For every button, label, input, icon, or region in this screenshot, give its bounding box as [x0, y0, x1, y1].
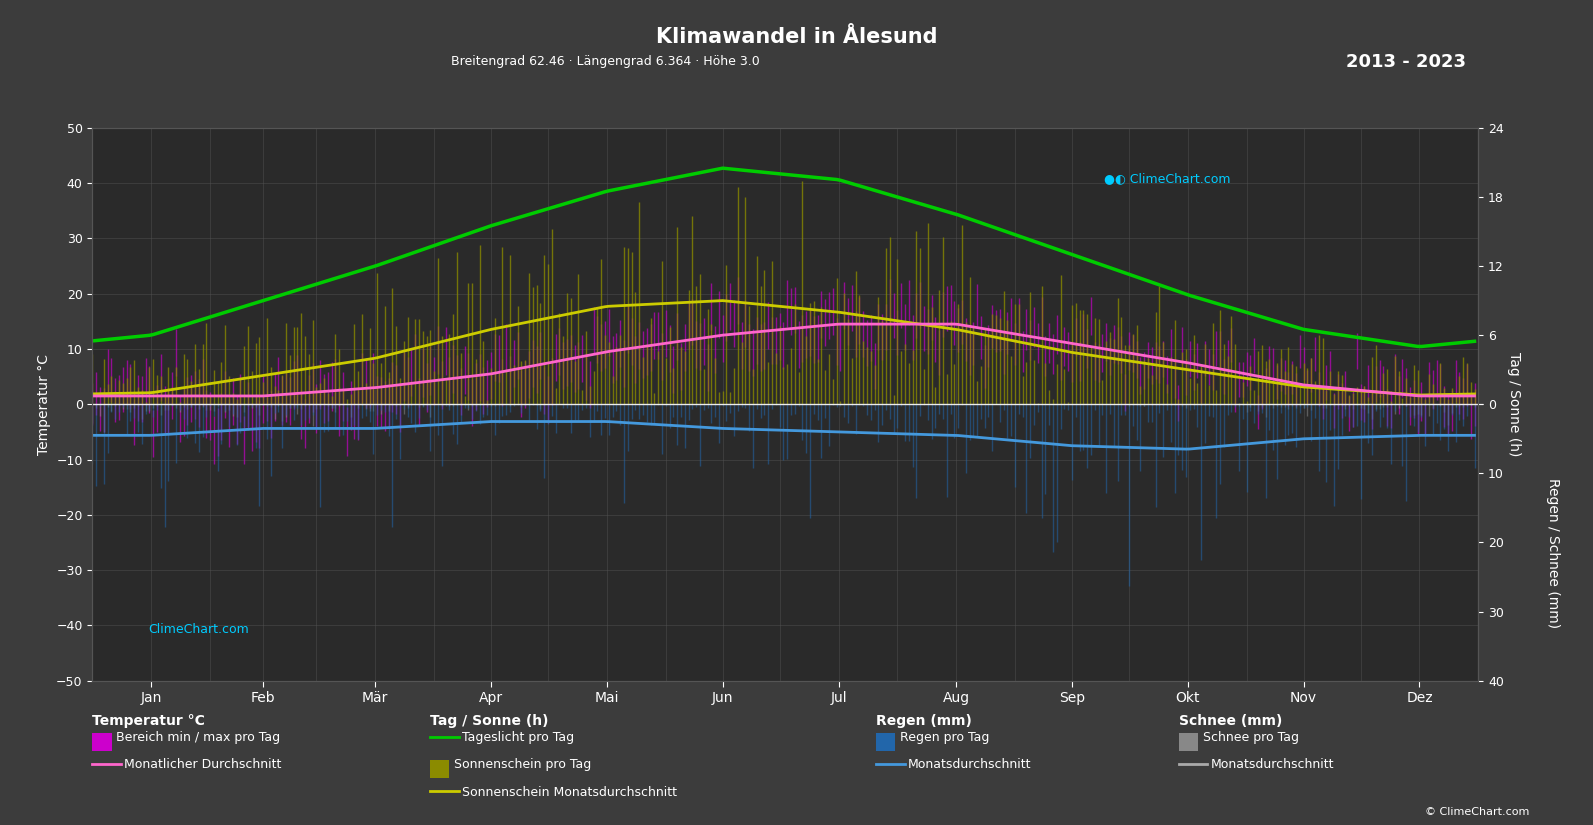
Y-axis label: Tag / Sonne (h): Tag / Sonne (h) [1507, 352, 1521, 456]
Text: Schnee pro Tag: Schnee pro Tag [1203, 731, 1298, 744]
Text: Bereich min / max pro Tag: Bereich min / max pro Tag [116, 731, 280, 744]
Text: Temperatur °C: Temperatur °C [92, 714, 205, 728]
Text: Regen pro Tag: Regen pro Tag [900, 731, 989, 744]
Text: Regen / Schnee (mm): Regen / Schnee (mm) [1547, 478, 1560, 628]
Text: Klimawandel in Ålesund: Klimawandel in Ålesund [656, 27, 937, 47]
Text: Regen (mm): Regen (mm) [876, 714, 972, 728]
Text: Monatsdurchschnitt: Monatsdurchschnitt [1211, 758, 1335, 771]
Text: 2013 - 2023: 2013 - 2023 [1346, 53, 1466, 71]
Text: © ClimeChart.com: © ClimeChart.com [1424, 807, 1529, 817]
Y-axis label: Temperatur °C: Temperatur °C [37, 354, 51, 455]
Text: ●◐ ClimeChart.com: ●◐ ClimeChart.com [1104, 172, 1231, 185]
Text: Tag / Sonne (h): Tag / Sonne (h) [430, 714, 548, 728]
Text: Sonnenschein Monatsdurchschnitt: Sonnenschein Monatsdurchschnitt [462, 785, 677, 799]
Text: Schnee (mm): Schnee (mm) [1179, 714, 1282, 728]
Text: Tageslicht pro Tag: Tageslicht pro Tag [462, 731, 573, 744]
Text: Sonnenschein pro Tag: Sonnenschein pro Tag [454, 758, 591, 771]
Text: Breitengrad 62.46 · Längengrad 6.364 · Höhe 3.0: Breitengrad 62.46 · Längengrad 6.364 · H… [451, 55, 760, 68]
Text: Monatlicher Durchschnitt: Monatlicher Durchschnitt [124, 758, 282, 771]
Text: ClimeChart.com: ClimeChart.com [148, 624, 249, 636]
Text: Monatsdurchschnitt: Monatsdurchschnitt [908, 758, 1032, 771]
